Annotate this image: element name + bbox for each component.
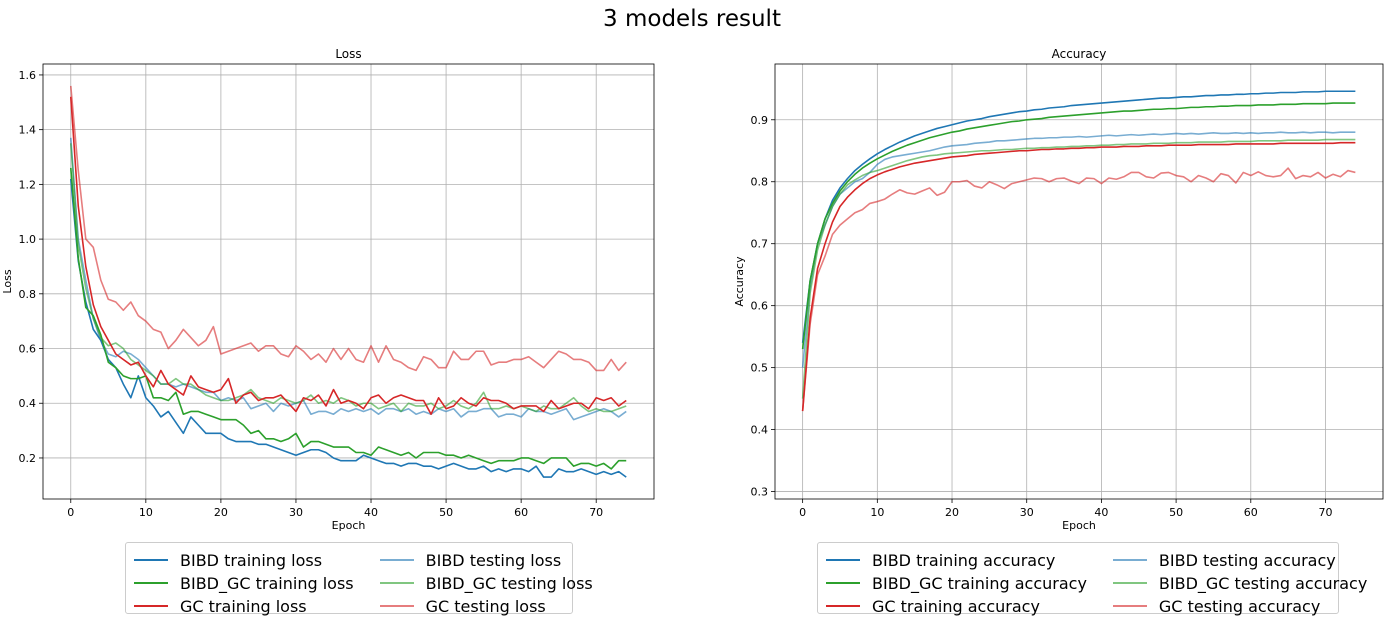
- legend-swatch: [1112, 559, 1147, 561]
- x-tick-label: 0: [67, 506, 74, 519]
- x-tick-label: 40: [364, 506, 378, 519]
- legend-label: GC training accuracy: [872, 596, 1040, 616]
- series-line-gc-training-loss: [69, 96, 627, 415]
- accuracy-legend: BIBD training accuracy BIBD testing accur…: [817, 542, 1367, 617]
- legend-entry: GC testing accuracy: [1112, 595, 1367, 617]
- legend-swatch: [826, 582, 860, 584]
- x-tick-label: 50: [1169, 506, 1183, 519]
- legend-label: BIBD training loss: [180, 550, 323, 570]
- y-tick-label: 1.4: [19, 124, 37, 137]
- y-tick-label: 0.4: [751, 424, 769, 437]
- legend-entry: BIBD training accuracy: [826, 549, 1087, 571]
- legend-entry: BIBD_GC testing loss: [379, 572, 593, 594]
- accuracy-series: [801, 90, 1356, 412]
- y-tick-label: 0.8: [751, 176, 769, 189]
- legend-swatch: [1112, 605, 1147, 607]
- series-line-gc-testing-loss: [69, 85, 627, 372]
- legend-swatch: [134, 605, 168, 607]
- legend-swatch: [826, 559, 860, 561]
- accuracy-gridlines: [775, 64, 1383, 499]
- x-tick-label: 70: [589, 506, 603, 519]
- series-line-gc-training-accuracy: [801, 141, 1356, 412]
- x-tick-label: 10: [139, 506, 153, 519]
- y-tick-label: 0.9: [751, 114, 769, 127]
- y-tick-label: 1.6: [19, 69, 37, 82]
- loss-y-axis-label: Loss: [1, 269, 14, 293]
- x-tick-label: 40: [1094, 506, 1108, 519]
- legend-entry: GC testing loss: [379, 595, 593, 617]
- series-line-gc-testing-accuracy: [801, 167, 1356, 412]
- y-tick-label: 0.3: [751, 486, 769, 499]
- y-tick-label: 0.4: [19, 397, 37, 410]
- loss-x-axis-label: Epoch: [332, 519, 366, 532]
- legend-entry: BIBD_GC training accuracy: [826, 572, 1087, 594]
- x-tick-label: 20: [945, 506, 959, 519]
- legend-label: BIBD_GC training loss: [180, 573, 354, 593]
- x-tick-label: 60: [514, 506, 528, 519]
- legend-entry: BIBD testing loss: [379, 549, 593, 571]
- series-line-bibd-gc-training-accuracy: [801, 102, 1356, 350]
- legend-label: GC testing loss: [425, 596, 546, 616]
- legend-label: GC testing accuracy: [1158, 596, 1321, 616]
- figure-title: 3 models result: [603, 6, 781, 32]
- legend-swatch: [826, 605, 860, 607]
- y-tick-label: 1.0: [19, 233, 37, 246]
- series-line-bibd-gc-training-loss: [69, 167, 627, 470]
- loss-gridlines: [43, 64, 654, 499]
- y-tick-label: 0.6: [19, 343, 37, 356]
- legend-label: BIBD training accuracy: [872, 550, 1056, 570]
- legend-label: GC training loss: [180, 596, 307, 616]
- loss-series: [69, 85, 627, 478]
- legend-label: BIBD testing loss: [425, 550, 562, 570]
- y-tick-label: 0.6: [751, 300, 769, 313]
- series-line-bibd-training-loss: [69, 178, 627, 478]
- accuracy-chart: 0 10 20 30 40 50 60 70 0.3 0.4 0.5 0.6 0.7 0.8 0.9 Accu…: [733, 47, 1384, 532]
- legend-swatch: [134, 582, 168, 584]
- legend-swatch: [379, 582, 414, 584]
- y-tick-label: 0.2: [19, 452, 37, 465]
- loss-legend: BIBD training loss BIBD testing loss BIBD_…: [125, 542, 593, 617]
- legend-entry: BIBD_GC training loss: [134, 572, 354, 594]
- x-tick-label: 50: [439, 506, 453, 519]
- legend-label: BIBD testing accuracy: [1158, 550, 1336, 570]
- x-tick-label: 30: [289, 506, 303, 519]
- series-line-bibd-training-accuracy: [801, 90, 1356, 343]
- legend-entry: GC training accuracy: [826, 595, 1087, 617]
- loss-axes-frame: [42, 63, 655, 500]
- x-tick-label: 10: [870, 506, 884, 519]
- x-tick-label: 70: [1318, 506, 1332, 519]
- legend-entry: BIBD training loss: [134, 549, 354, 571]
- legend-label: BIBD_GC testing accuracy: [1158, 573, 1368, 593]
- accuracy-axes-frame: [774, 63, 1384, 500]
- y-tick-label: 0.5: [751, 362, 769, 375]
- x-tick-label: 20: [214, 506, 228, 519]
- x-tick-label: 30: [1020, 506, 1034, 519]
- loss-chart: 0 10 20 30 40 50 60 70 0.2 0.4 0.6 0.8 1.0 1.2 1.4 1.6 L…: [1, 47, 655, 532]
- x-tick-label: 60: [1244, 506, 1258, 519]
- legend-label: BIBD_GC testing loss: [425, 573, 593, 593]
- y-tick-label: 0.7: [751, 238, 769, 251]
- accuracy-x-axis-label: Epoch: [1062, 519, 1096, 532]
- loss-chart-title: Loss: [335, 47, 361, 61]
- legend-label: BIBD_GC training accuracy: [872, 573, 1087, 593]
- x-tick-label: 0: [799, 506, 806, 519]
- legend-swatch: [379, 559, 414, 561]
- legend-entry: GC training loss: [134, 595, 354, 617]
- series-line-bibd-testing-accuracy: [801, 131, 1356, 368]
- accuracy-y-axis-label: Accuracy: [733, 256, 746, 307]
- legend-entry: BIBD testing accuracy: [1112, 549, 1367, 571]
- legend-entry: BIBD_GC testing accuracy: [1112, 572, 1368, 594]
- legend-swatch: [1112, 582, 1147, 584]
- legend-swatch: [134, 559, 168, 561]
- series-line-bibd-gc-testing-accuracy: [801, 138, 1356, 399]
- accuracy-chart-title: Accuracy: [1052, 47, 1107, 61]
- legend-swatch: [379, 605, 414, 607]
- y-tick-label: 0.8: [19, 288, 37, 301]
- series-line-bibd-gc-testing-loss: [69, 143, 627, 413]
- y-tick-label: 1.2: [19, 178, 37, 191]
